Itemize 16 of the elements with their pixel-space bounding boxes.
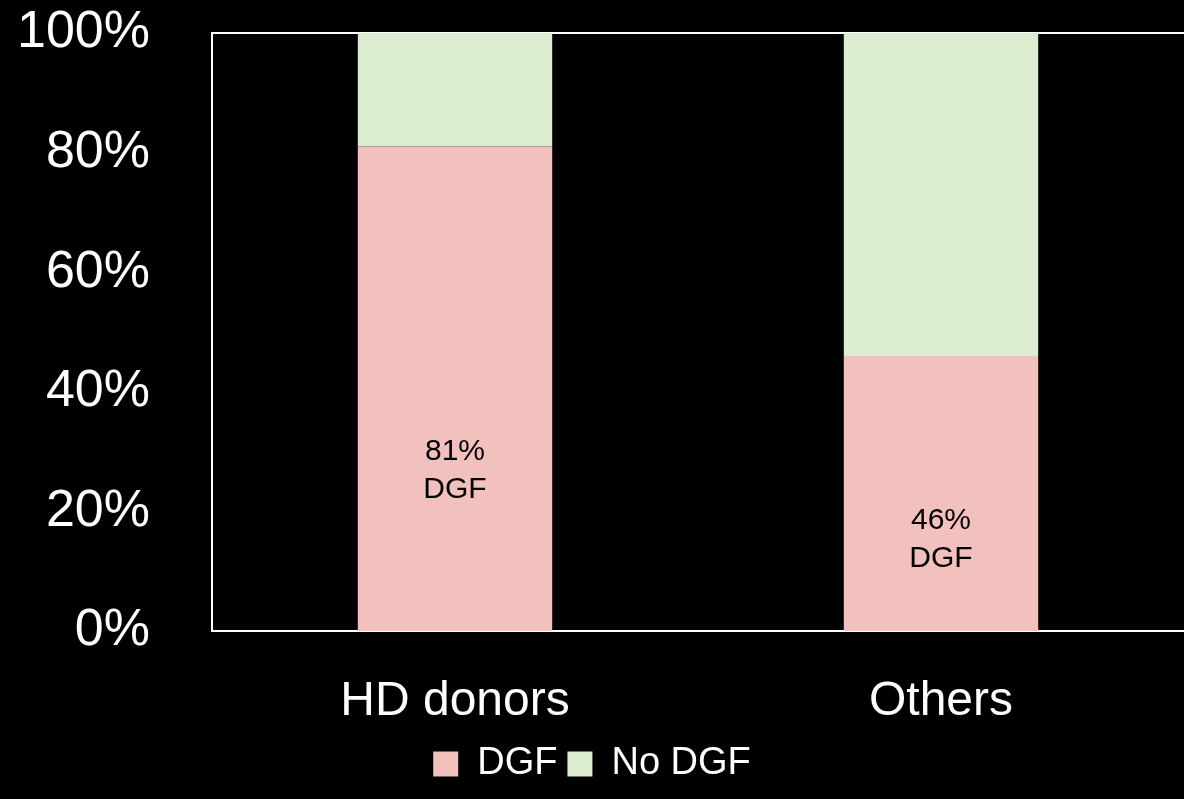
y-tick-label: 100% [17, 0, 150, 59]
legend-label: No DGF [611, 740, 751, 783]
y-tick-label: 60% [45, 239, 150, 298]
bar [357, 33, 553, 147]
x-tick-label: Others [868, 672, 1014, 726]
bar [843, 33, 1039, 356]
y-tick-label: 0% [74, 598, 150, 657]
y-tick-label: 40% [45, 359, 150, 418]
y-tick-label: 20% [45, 478, 150, 537]
bar [357, 146, 553, 631]
legend-label: DGF [477, 740, 558, 783]
y-tick-label: 80% [45, 119, 150, 178]
data-label: 81% DGF [423, 433, 487, 505]
x-tick-label: HD donors [340, 672, 570, 726]
bar [843, 355, 1039, 631]
data-label: 46% DGF [909, 502, 973, 574]
